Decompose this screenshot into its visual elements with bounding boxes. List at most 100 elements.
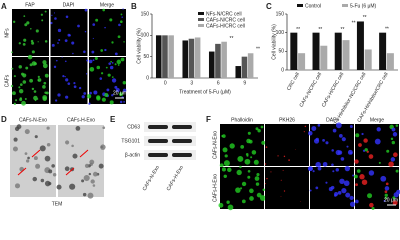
bar <box>162 35 168 78</box>
cell-spot <box>81 95 85 99</box>
bar <box>334 32 342 70</box>
cell-spot <box>109 100 114 105</box>
cell-spot <box>117 64 120 66</box>
cell-spot <box>247 169 251 173</box>
cell-spot <box>105 66 108 69</box>
cell-spot <box>245 152 249 156</box>
cell-spot <box>54 17 57 20</box>
panel-letter: F <box>206 115 211 124</box>
cell-spot <box>64 166 70 172</box>
cell-spot <box>277 155 279 157</box>
cell-spot <box>264 183 267 185</box>
bar <box>298 53 306 70</box>
cell-spot <box>64 39 68 43</box>
cell-spot <box>96 96 101 101</box>
cell-spot <box>61 56 63 58</box>
cell-spot <box>283 190 286 192</box>
row-label: CAFs <box>4 74 10 87</box>
cell-spot <box>13 137 18 142</box>
cell-spot <box>223 160 230 167</box>
cell-spot <box>88 59 93 64</box>
arrow <box>31 149 41 158</box>
cell-spot <box>104 93 109 97</box>
cell-spot <box>390 157 396 162</box>
cell-spot <box>311 126 317 131</box>
cell-spot <box>114 63 117 66</box>
cell-spot <box>26 21 30 25</box>
cell-spot <box>73 82 76 85</box>
cell-spot <box>45 91 49 95</box>
cell-spot <box>86 94 92 99</box>
cell-spot <box>71 144 74 148</box>
cell-spot <box>118 23 121 27</box>
cell-spot <box>259 195 266 201</box>
cell-spot <box>57 42 59 44</box>
cell-spot <box>89 67 95 72</box>
column-label: DAPI <box>326 117 338 123</box>
cell-spot <box>41 19 44 22</box>
cell-spot <box>104 26 106 29</box>
bar <box>182 40 189 78</box>
significance: ** <box>318 27 322 33</box>
cell-spot <box>21 100 26 106</box>
bar <box>215 43 221 78</box>
cell-spot <box>366 150 369 153</box>
cell-spot <box>288 159 290 161</box>
legend-swatch <box>342 4 348 7</box>
cell-spot <box>31 87 35 91</box>
cell-spot <box>75 126 81 131</box>
cell-spot <box>19 97 22 100</box>
legend-swatch <box>198 12 204 15</box>
cell-spot <box>123 41 125 43</box>
cell-spot <box>102 126 106 130</box>
cell-spot <box>335 122 342 129</box>
cell-spot <box>244 158 251 165</box>
column-label: Merge <box>370 117 384 123</box>
y-tick-label: 0 <box>281 67 284 73</box>
cell-spot <box>345 192 351 198</box>
arrow <box>79 149 89 158</box>
cell-spot <box>254 176 260 181</box>
significance: ** <box>385 26 389 32</box>
cell-spot <box>368 154 374 159</box>
cell-spot <box>18 42 21 45</box>
cell-spot <box>44 40 48 43</box>
cell-spot <box>338 134 343 138</box>
cell-spot <box>119 92 124 97</box>
cell-spot <box>280 179 282 181</box>
cell-spot <box>339 178 345 184</box>
cell-spot <box>37 41 39 43</box>
cell-spot <box>222 147 228 153</box>
blot-band <box>172 153 192 157</box>
cell-spot <box>380 175 387 182</box>
cell-spot <box>84 163 90 168</box>
cell-spot <box>53 12 56 14</box>
protein-label: CD63 <box>127 124 140 130</box>
cell-spot <box>42 95 48 100</box>
cell-spot <box>368 170 375 176</box>
cell-spot <box>240 144 245 149</box>
cell-spot <box>226 200 230 204</box>
cell-spot <box>364 148 368 152</box>
y-axis-label: Cell viability (%) <box>271 24 277 60</box>
cell-spot <box>340 157 345 161</box>
cell-spot <box>120 20 123 24</box>
cell-spot <box>30 28 32 30</box>
cell-spot <box>51 14 53 17</box>
cell-spot <box>218 202 224 208</box>
panel-letter: E <box>110 115 116 124</box>
cell-spot <box>31 61 37 66</box>
cell-spot <box>51 164 55 168</box>
cell-spot <box>247 175 251 179</box>
cell-spot <box>117 35 121 39</box>
cell-spot <box>64 75 66 78</box>
cell-spot <box>391 140 395 145</box>
image-label: CAFs-N-Exo <box>19 117 47 123</box>
cell-spot <box>352 174 355 177</box>
cell-spot <box>120 13 123 16</box>
cell-spot <box>83 50 86 54</box>
x-tick-label: 0 <box>164 80 167 86</box>
cell-spot <box>84 30 87 33</box>
column-label: FAP <box>25 2 35 8</box>
protein-label: β-actin <box>125 152 140 158</box>
